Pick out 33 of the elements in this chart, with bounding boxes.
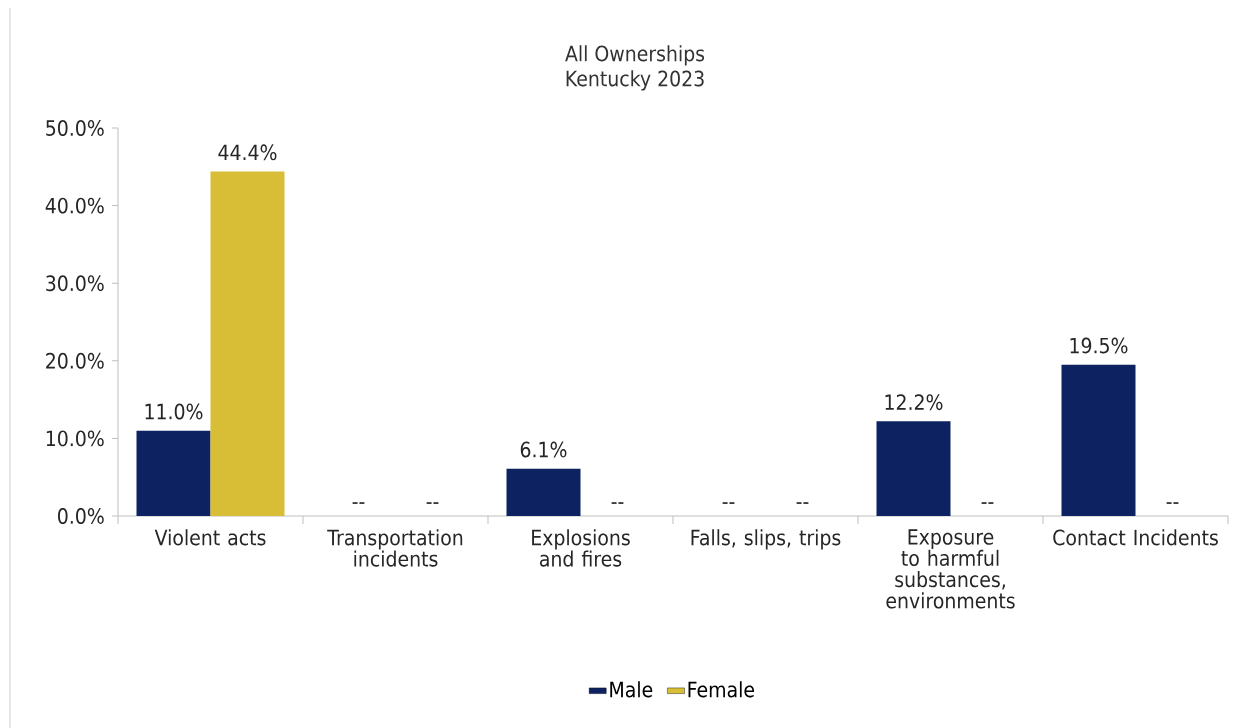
x-tick-label: Falls, slips, trips [691, 529, 841, 550]
bar [1061, 364, 1136, 516]
y-tick-label: 10.0% [46, 430, 104, 447]
bar [136, 430, 211, 516]
y-tick-label: 30.0% [46, 275, 104, 292]
text: -- [796, 502, 809, 504]
chart-title: All Ownerships [565, 45, 705, 66]
data-label: 44.4% [218, 144, 277, 161]
data-label: 12.2% [885, 394, 943, 411]
x-tick-label: Transportation incidents [327, 529, 463, 567]
x-tick-label: Contact Incidents [1053, 529, 1218, 546]
chart-subtitle: Kentucky 2023 [566, 70, 704, 91]
text: -- [722, 502, 735, 504]
text: -- [611, 502, 624, 504]
data-label: 6.1% [520, 441, 567, 458]
y-tick-label: 50.0% [46, 120, 104, 136]
text: -- [352, 502, 365, 504]
y-tick-label: 20.0% [46, 352, 104, 369]
text: -- [426, 502, 439, 504]
data-label: 19.5% [1070, 337, 1128, 354]
text: -- [1166, 502, 1179, 504]
x-tick-label: Violent acts [154, 529, 266, 546]
x-tick-label: Explosions and fires [532, 529, 630, 567]
bar [506, 468, 581, 516]
bar [210, 171, 285, 516]
legend-label: Female [688, 681, 755, 698]
text: -- [981, 502, 994, 504]
bar [876, 421, 951, 516]
legend-label: Male [610, 681, 653, 698]
y-tick-label: 40.0% [45, 197, 104, 214]
y-tick-label: 0.0% [58, 508, 104, 524]
data-label: 11.0% [145, 403, 203, 420]
x-tick-label: Exposure to harmful substances, environments [886, 529, 1015, 609]
